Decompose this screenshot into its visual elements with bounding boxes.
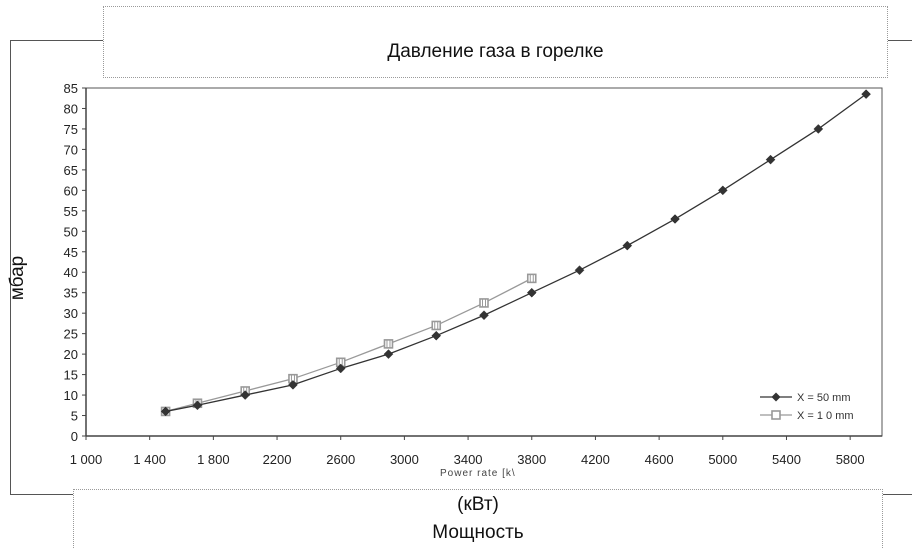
data-point [431, 330, 442, 341]
plot-area [85, 87, 883, 437]
data-point [479, 310, 489, 321]
x-tick-label: 1 000 [70, 452, 103, 467]
data-point [526, 287, 537, 298]
y-tick-label: 65 [64, 163, 78, 178]
data-point [813, 124, 824, 134]
x-tick-label: 2600 [326, 452, 355, 467]
y-tick-label: 70 [64, 142, 78, 157]
data-point [526, 273, 537, 284]
data-point [431, 320, 442, 331]
y-tick-label: 40 [64, 265, 78, 280]
legend: X = 50 mm X = 1 0 mm [760, 392, 854, 422]
x-axis-ticks: 1 000 1 400 1 800 2200 2600 3000 3400 3800 4200 4… [70, 436, 865, 467]
frame-line-top-right [886, 40, 912, 41]
y-tick-label: 30 [64, 306, 78, 321]
y-tick-label: 55 [64, 204, 78, 219]
y-axis-label: мбар [7, 255, 28, 301]
title-box: Давление газа в горелке [103, 6, 888, 78]
data-point [717, 185, 728, 196]
x-axis-caption: Мощность [432, 522, 524, 543]
y-tick-label: 20 [64, 347, 78, 362]
x-tick-label: 3400 [454, 452, 483, 467]
data-point [240, 390, 251, 400]
x-tick-label: 3000 [390, 452, 419, 467]
y-tick-label: 50 [64, 224, 78, 239]
data-point [288, 379, 298, 390]
y-tick-label: 85 [64, 81, 78, 96]
legend-marker [771, 392, 781, 402]
frame-line-bottom-right [881, 494, 912, 495]
y-tick-label: 80 [64, 101, 78, 116]
data-point [192, 400, 203, 411]
x-axis-unit-label: (кВт) [457, 494, 499, 515]
data-point [160, 406, 171, 417]
x-tick-label: 4200 [581, 452, 610, 467]
y-axis-ticks: 0 5 10 15 20 25 30 35 40 45 50 55 60 65 70 75 80 85 [64, 81, 86, 444]
x-tick-label: 5400 [772, 452, 801, 467]
y-tick-label: 10 [64, 388, 78, 403]
data-point [622, 240, 633, 251]
data-point [335, 363, 346, 374]
frame-line-left [10, 40, 11, 495]
y-tick-label: 0 [71, 429, 78, 444]
y-tick-label: 5 [71, 409, 78, 424]
x-tick-label: 5800 [836, 452, 865, 467]
data-point [765, 154, 776, 165]
y-tick-label: 75 [64, 122, 78, 137]
y-tick-label: 60 [64, 183, 78, 198]
x-tick-label: 4600 [645, 452, 674, 467]
series-layer [160, 89, 871, 417]
x-axis-small-label: Power rate [k\ [440, 468, 516, 479]
legend-marker [771, 410, 781, 420]
data-point [479, 298, 489, 308]
series-line [165, 93, 867, 413]
chart-canvas: 0 5 10 15 20 25 30 35 40 45 50 55 60 65 70 75 80 85 1 000… [64, 81, 883, 479]
chart-title: Давление газа в горелке [387, 41, 604, 62]
legend-label: X = 50 mm [797, 392, 851, 404]
data-point [574, 265, 585, 276]
x-tick-label: 5000 [708, 452, 737, 467]
x-axis-caption-box: (кВт) Мощность [73, 489, 883, 548]
x-tick-label: 1 800 [197, 452, 230, 467]
y-tick-label: 35 [64, 286, 78, 301]
data-point [670, 214, 680, 224]
legend-label: X = 1 0 mm [797, 410, 854, 422]
x-tick-label: 2200 [263, 452, 292, 467]
y-tick-label: 25 [64, 327, 78, 342]
frame-line-bottom-left [10, 494, 73, 495]
x-tick-label: 1 400 [133, 452, 166, 467]
y-tick-label: 15 [64, 368, 78, 383]
y-tick-label: 45 [64, 245, 78, 260]
frame-line-top-left [10, 40, 103, 41]
x-tick-label: 3800 [517, 452, 546, 467]
data-point [861, 89, 871, 99]
data-point [383, 349, 394, 359]
data-point [383, 339, 394, 349]
